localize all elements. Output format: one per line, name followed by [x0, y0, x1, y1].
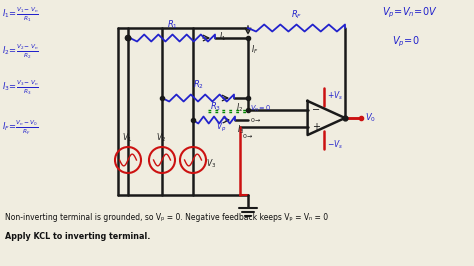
Text: $V_1$: $V_1$ [122, 131, 132, 144]
Text: $I_1\!=\!\frac{V_1-V_n}{R_1}$: $I_1\!=\!\frac{V_1-V_n}{R_1}$ [2, 5, 39, 23]
Text: $+V_s$: $+V_s$ [328, 89, 344, 102]
Text: −: − [311, 105, 320, 114]
Text: $V_0$: $V_0$ [365, 112, 376, 124]
Text: $I_F$: $I_F$ [251, 44, 258, 56]
Text: $R_F$: $R_F$ [291, 9, 302, 21]
Text: $I_2$: $I_2$ [236, 102, 243, 114]
Text: +: + [311, 122, 319, 131]
Text: $I_3\!=\!\frac{V_3-V_n}{R_3}$: $I_3\!=\!\frac{V_3-V_n}{R_3}$ [2, 78, 39, 97]
Text: $I_3$: $I_3$ [237, 123, 244, 135]
Text: $-V_s$: $-V_s$ [328, 138, 344, 151]
Text: $V_p\!=\!V_n\!=\!0V$: $V_p\!=\!V_n\!=\!0V$ [382, 6, 438, 20]
Text: $V_p$: $V_p$ [216, 121, 226, 134]
Text: $V_p\!=\!0$: $V_p\!=\!0$ [392, 35, 419, 49]
Text: Non-inverting terminal is grounded, so Vₚ = 0. Negative feedback keeps Vₚ = Vₙ =: Non-inverting terminal is grounded, so V… [5, 213, 328, 222]
Text: $0\!\rightarrow$: $0\!\rightarrow$ [242, 131, 253, 139]
Text: $R_1$: $R_1$ [167, 19, 178, 31]
Text: Apply KCL to inverting terminal.: Apply KCL to inverting terminal. [5, 232, 150, 241]
Text: $V_n{=}0$: $V_n{=}0$ [250, 103, 272, 114]
Text: $0\!\rightarrow$: $0\!\rightarrow$ [250, 115, 261, 123]
Text: $V_2$: $V_2$ [156, 131, 166, 144]
Text: $I_F\!=\!\frac{V_n-V_0}{R_F}$: $I_F\!=\!\frac{V_n-V_0}{R_F}$ [2, 118, 38, 136]
Text: $I_2\!=\!\frac{V_2-V_n}{R_2}$: $I_2\!=\!\frac{V_2-V_n}{R_2}$ [2, 42, 39, 60]
Text: $R_2$: $R_2$ [192, 78, 203, 91]
Text: $R_3$: $R_3$ [210, 101, 221, 113]
Text: $I_1$: $I_1$ [219, 31, 226, 43]
Text: $V_3$: $V_3$ [206, 158, 216, 170]
